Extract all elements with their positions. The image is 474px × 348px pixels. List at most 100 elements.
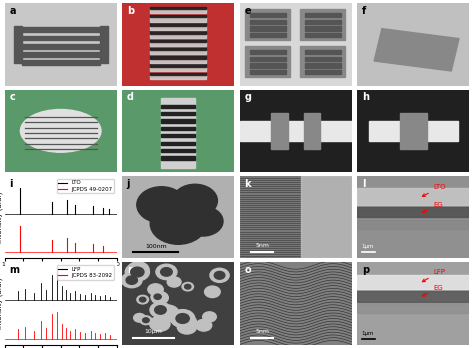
Text: 1μm: 1μm [362, 244, 374, 250]
Circle shape [131, 267, 144, 277]
Bar [150, 67, 206, 71]
Bar [150, 58, 206, 63]
Circle shape [143, 318, 149, 323]
Circle shape [203, 312, 216, 322]
Text: c: c [9, 92, 15, 102]
Bar [162, 98, 195, 168]
Circle shape [140, 316, 152, 325]
Circle shape [156, 264, 177, 280]
Bar [357, 304, 469, 313]
Circle shape [150, 302, 171, 318]
Bar [150, 15, 206, 17]
Text: 1μm: 1μm [362, 331, 374, 336]
Text: EG: EG [422, 285, 443, 296]
Circle shape [205, 286, 220, 298]
Circle shape [137, 187, 186, 223]
Circle shape [125, 263, 149, 281]
Bar [150, 34, 206, 38]
Bar [162, 142, 195, 145]
Bar [250, 63, 286, 68]
Bar [21, 27, 100, 32]
Legend: LTO, JCPDS 49-0207: LTO, JCPDS 49-0207 [57, 179, 114, 193]
Text: j: j [127, 179, 130, 189]
Text: n: n [127, 265, 134, 275]
Text: LFP: LFP [422, 269, 446, 282]
Circle shape [128, 262, 149, 278]
Bar [374, 29, 459, 71]
Bar [150, 23, 206, 26]
Circle shape [176, 314, 189, 323]
Bar [240, 121, 352, 141]
Circle shape [177, 320, 197, 334]
Circle shape [171, 310, 195, 327]
Ellipse shape [20, 110, 101, 152]
Text: 10μm: 10μm [145, 329, 163, 334]
Circle shape [151, 292, 168, 304]
Bar [301, 176, 352, 258]
Bar [150, 31, 206, 34]
Bar [368, 121, 458, 141]
Circle shape [156, 305, 179, 322]
Bar [150, 42, 206, 46]
Bar [305, 13, 340, 17]
Text: p: p [362, 265, 369, 275]
Bar [305, 50, 340, 54]
Bar [304, 113, 320, 149]
Bar [357, 291, 469, 302]
Bar [150, 48, 206, 50]
Bar [250, 33, 286, 37]
Bar [250, 20, 286, 24]
Circle shape [150, 316, 170, 331]
Bar [305, 70, 340, 74]
Circle shape [137, 295, 148, 304]
Text: 5nm: 5nm [255, 243, 269, 248]
Text: k: k [244, 179, 251, 189]
Y-axis label: Intensity (a.u.): Intensity (a.u.) [0, 278, 3, 329]
Circle shape [182, 206, 223, 236]
Bar [271, 113, 288, 149]
Bar [150, 50, 206, 54]
Bar [162, 127, 195, 130]
Text: h: h [362, 92, 369, 102]
Circle shape [148, 284, 163, 295]
Circle shape [184, 284, 191, 289]
Bar [162, 149, 195, 152]
Circle shape [139, 297, 146, 302]
Text: l: l [362, 179, 365, 189]
Circle shape [167, 277, 181, 287]
Bar [150, 40, 206, 42]
Text: f: f [362, 6, 366, 16]
Bar [250, 70, 286, 74]
Bar [305, 26, 340, 31]
Text: o: o [244, 265, 251, 275]
Bar [162, 134, 195, 137]
Text: i: i [9, 179, 13, 189]
Bar [150, 75, 206, 79]
Bar [162, 156, 195, 160]
Bar [162, 112, 195, 115]
Circle shape [155, 306, 166, 314]
Circle shape [151, 292, 164, 301]
Circle shape [181, 316, 196, 327]
Bar [250, 26, 286, 31]
Bar [21, 35, 100, 40]
Bar [21, 60, 100, 65]
Bar [246, 9, 290, 40]
Circle shape [121, 272, 142, 288]
Circle shape [161, 268, 172, 276]
Bar [357, 220, 469, 229]
Bar [357, 207, 469, 217]
Bar [150, 64, 206, 67]
Text: 5nm: 5nm [255, 329, 269, 334]
Text: g: g [244, 92, 251, 102]
Circle shape [173, 184, 218, 217]
Circle shape [126, 276, 137, 284]
Bar [300, 9, 345, 40]
Bar [250, 57, 286, 61]
Y-axis label: Intensity (a.u.): Intensity (a.u.) [0, 191, 3, 243]
Text: d: d [127, 92, 134, 102]
Bar [150, 7, 206, 9]
Circle shape [210, 268, 229, 282]
Bar [100, 26, 108, 63]
Bar [250, 13, 286, 17]
